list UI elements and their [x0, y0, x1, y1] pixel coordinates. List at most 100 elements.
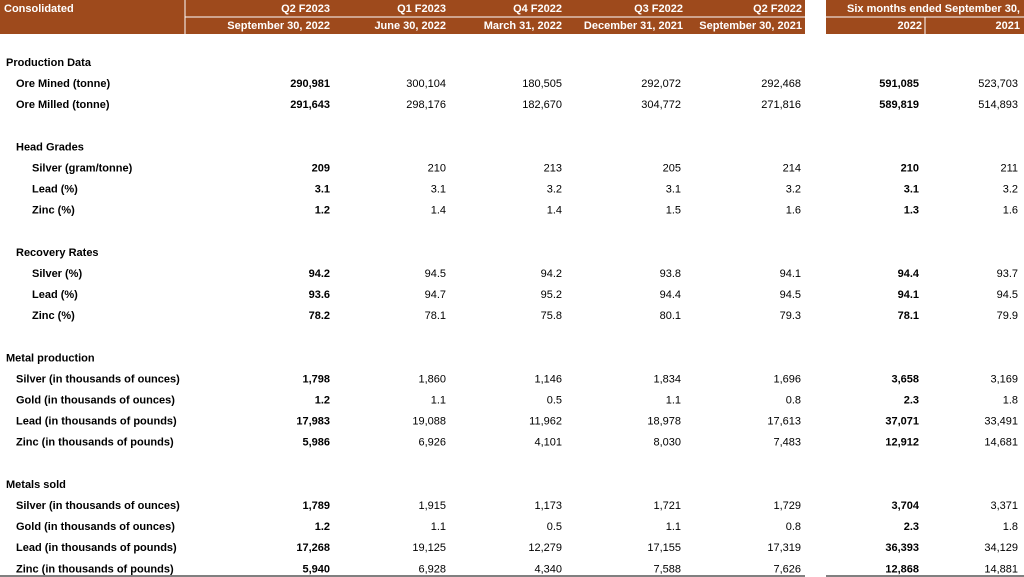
cell-value: 93.6	[309, 289, 330, 301]
cell-value: 182,670	[522, 99, 562, 111]
cell-value: 3.1	[431, 184, 446, 196]
cell-value: 3,704	[891, 500, 919, 512]
cell-value: 1.3	[904, 205, 919, 217]
cell-value: 211	[1000, 162, 1018, 174]
cell-value: 4,101	[534, 437, 562, 449]
cell-value: 210	[901, 162, 919, 174]
period-header: Q2 F2022	[753, 3, 802, 15]
cell-value: 95.2	[541, 289, 562, 301]
date-header: March 31, 2022	[484, 20, 562, 32]
row-label: Lead (%)	[32, 289, 78, 301]
cell-value: 2.3	[904, 521, 919, 533]
cell-value: 1,798	[302, 373, 330, 385]
cell-value: 1,721	[653, 500, 681, 512]
year-header: 2021	[996, 20, 1020, 32]
table-title: Consolidated	[4, 3, 74, 15]
six-months-title: Six months ended September 30,	[847, 3, 1020, 15]
cell-value: 17,268	[296, 542, 330, 554]
cell-value: 1,696	[773, 373, 801, 385]
cell-value: 80.1	[660, 310, 681, 322]
cell-value: 94.4	[898, 268, 920, 280]
cell-value: 79.9	[997, 310, 1018, 322]
section-title: Metal production	[6, 352, 95, 364]
row-label: Lead (%)	[32, 184, 78, 196]
cell-value: 1,834	[653, 373, 681, 385]
cell-value: 94.5	[997, 289, 1018, 301]
cell-value: 0.8	[786, 521, 801, 533]
cell-value: 1.8	[1003, 395, 1018, 407]
cell-value: 180,505	[522, 78, 562, 90]
cell-value: 18,978	[647, 416, 681, 428]
cell-value: 12,868	[885, 563, 919, 575]
cell-value: 1.1	[666, 395, 681, 407]
cell-value: 1.8	[1003, 521, 1018, 533]
cell-value: 78.2	[309, 310, 330, 322]
cell-value: 589,819	[879, 99, 919, 111]
cell-value: 1,860	[418, 373, 446, 385]
cell-value: 1.1	[666, 521, 681, 533]
cell-value: 214	[783, 162, 801, 174]
cell-value: 591,085	[879, 78, 919, 90]
cell-value: 12,279	[528, 542, 562, 554]
section-title: Recovery Rates	[16, 247, 99, 259]
row-label: Zinc (in thousands of pounds)	[16, 437, 174, 449]
cell-value: 94.5	[780, 289, 801, 301]
cell-value: 300,104	[406, 78, 446, 90]
cell-value: 1,915	[418, 500, 446, 512]
cell-value: 514,893	[978, 99, 1018, 111]
cell-value: 523,703	[978, 78, 1018, 90]
cell-value: 1.2	[315, 395, 330, 407]
cell-value: 209	[312, 162, 330, 174]
cell-value: 292,468	[761, 78, 801, 90]
cell-value: 79.3	[780, 310, 801, 322]
cell-value: 210	[428, 162, 446, 174]
cell-value: 8,030	[653, 437, 681, 449]
cell-value: 17,983	[296, 416, 330, 428]
cell-value: 14,881	[984, 563, 1018, 575]
cell-value: 1.2	[315, 205, 330, 217]
period-header: Q2 F2023	[281, 3, 330, 15]
cell-value: 1.5	[666, 205, 681, 217]
cell-value: 3.2	[786, 184, 801, 196]
cell-value: 6,926	[418, 437, 446, 449]
cell-value: 33,491	[984, 416, 1018, 428]
cell-value: 0.5	[547, 395, 562, 407]
cell-value: 12,912	[885, 437, 919, 449]
cell-value: 14,681	[984, 437, 1018, 449]
cell-value: 7,483	[773, 437, 801, 449]
row-label: Silver (%)	[32, 268, 82, 280]
period-header: Q1 F2023	[397, 3, 446, 15]
section-title: Production Data	[6, 57, 92, 69]
cell-value: 298,176	[406, 99, 446, 111]
cell-value: 3,658	[891, 373, 919, 385]
cell-value: 0.5	[547, 521, 562, 533]
row-label: Silver (gram/tonne)	[32, 162, 133, 174]
cell-value: 1.1	[431, 395, 446, 407]
cell-value: 17,613	[767, 416, 801, 428]
cell-value: 3,169	[990, 373, 1018, 385]
cell-value: 304,772	[641, 99, 681, 111]
row-label: Gold (in thousands of ounces)	[16, 521, 175, 533]
row-label: Gold (in thousands of ounces)	[16, 395, 175, 407]
cell-value: 1.4	[431, 205, 446, 217]
cell-value: 94.2	[309, 268, 330, 280]
cell-value: 1.6	[786, 205, 801, 217]
cell-value: 0.8	[786, 395, 801, 407]
cell-value: 94.2	[541, 268, 562, 280]
row-label: Silver (in thousands of ounces)	[16, 373, 180, 385]
row-label: Ore Mined (tonne)	[16, 78, 110, 90]
cell-value: 19,088	[412, 416, 446, 428]
cell-value: 291,643	[290, 99, 330, 111]
cell-value: 3.2	[1003, 184, 1018, 196]
cell-value: 78.1	[425, 310, 446, 322]
cell-value: 3.1	[904, 184, 919, 196]
cell-value: 94.4	[660, 289, 681, 301]
date-header: December 31, 2021	[584, 20, 683, 32]
row-label: Silver (in thousands of ounces)	[16, 500, 180, 512]
cell-value: 213	[544, 162, 562, 174]
date-header: June 30, 2022	[374, 20, 446, 32]
cell-value: 3,371	[990, 500, 1018, 512]
cell-value: 19,125	[412, 542, 446, 554]
cell-value: 6,928	[418, 563, 446, 575]
cell-value: 75.8	[541, 310, 562, 322]
